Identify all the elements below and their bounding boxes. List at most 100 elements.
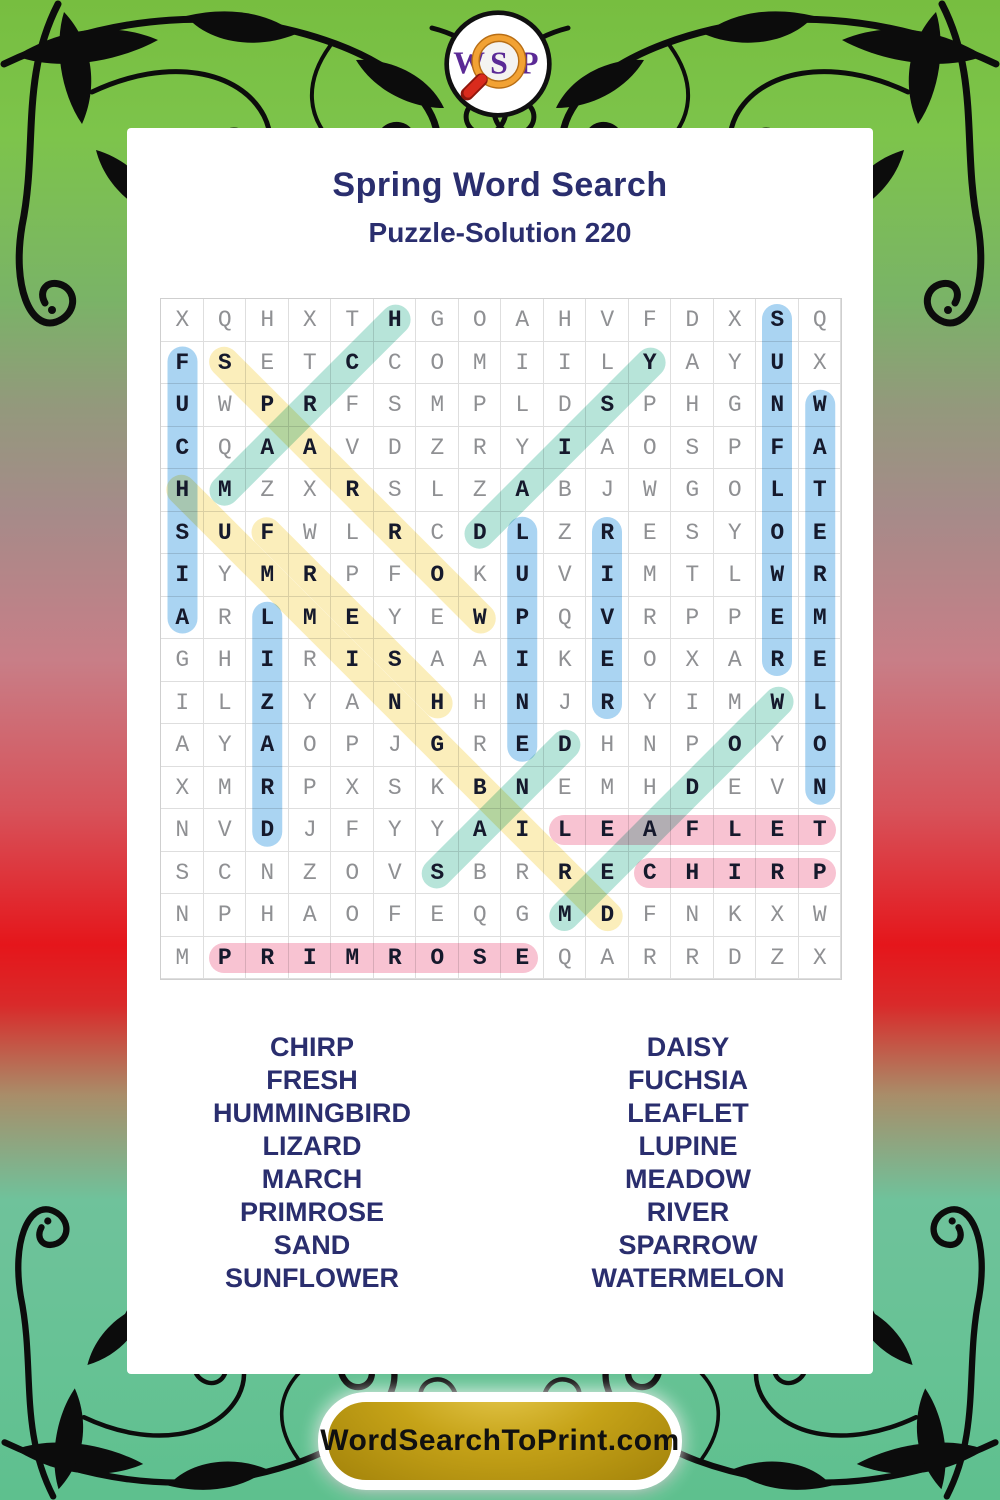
grid-cell: O (472, 307, 487, 334)
grid-cell: P (345, 562, 360, 589)
grid-line-cell (713, 936, 756, 979)
grid-cell: A (302, 902, 317, 929)
grid-cell: H (685, 859, 700, 886)
grid-cell: C (175, 434, 190, 461)
grid-cell: T (302, 349, 317, 376)
grid-line-cell (713, 469, 756, 512)
grid-line-cell (586, 469, 629, 512)
grid-cell: V (217, 817, 232, 844)
grid-cell: S (175, 859, 190, 886)
grid-cell: E (345, 604, 360, 631)
grid-cell: O (430, 349, 445, 376)
grid-line-cell (543, 341, 586, 384)
grid-cell: P (472, 392, 487, 419)
grid-cell: J (600, 477, 615, 504)
grid-cell: H (387, 307, 402, 334)
grid-cell: W (302, 519, 317, 546)
grid-line-cell (288, 299, 331, 342)
grid-cell: I (515, 817, 530, 844)
wordsearchtoprint-button[interactable]: WordSearchToPrint.com (318, 1392, 682, 1490)
grid-cell: M (345, 944, 360, 971)
grid-line-cell (713, 639, 756, 682)
grid-line-cell (246, 894, 289, 937)
grid-cell: M (175, 944, 190, 971)
grid-cell: O (812, 732, 827, 759)
grid-line-cell (628, 639, 671, 682)
grid-cell: W (217, 392, 232, 419)
grid-line-cell (288, 681, 331, 724)
grid-cell: Q (472, 902, 487, 929)
grid-cell: K (557, 647, 572, 674)
grid-cell: S (430, 859, 445, 886)
solution-highlight-chirp (633, 857, 836, 888)
grid-cell: R (302, 647, 317, 674)
grid-line-cell (288, 851, 331, 894)
grid-line-cell (798, 299, 841, 342)
grid-line-cell (543, 299, 586, 342)
grid-cell: V (770, 774, 785, 801)
grid-line-cell (713, 426, 756, 469)
grid-cell: N (515, 774, 530, 801)
grid-cell: I (175, 562, 190, 589)
grid-cell: M (260, 562, 275, 589)
word-list-item: CHIRP (269, 1032, 354, 1062)
grid-cell: O (727, 732, 742, 759)
wordsearchtoprint-button-label: WordSearchToPrint.com (320, 1424, 680, 1457)
grid-cell: E (515, 732, 530, 759)
grid-cell: M (600, 774, 615, 801)
grid-cell: K (727, 902, 742, 929)
grid-cell: Z (260, 689, 275, 716)
grid-cell: V (557, 562, 572, 589)
grid-cell: P (727, 434, 742, 461)
grid-cell: S (387, 392, 402, 419)
grid-cell: A (472, 647, 487, 674)
grid-cell: K (472, 562, 487, 589)
grid-line-cell (543, 766, 586, 809)
grid-cell: Y (217, 562, 232, 589)
grid-line-cell (203, 766, 246, 809)
grid-cell: E (600, 859, 615, 886)
grid-line-cell (501, 384, 544, 427)
grid-cell: E (430, 604, 445, 631)
word-list-item: FRESH (266, 1065, 358, 1095)
grid-cell: V (600, 307, 615, 334)
grid-line-cell (671, 639, 714, 682)
word-list-left: CHIRP FRESH HUMMINGBIRD LIZARD MARCH PRIMROSE… (162, 1031, 462, 1295)
grid-cell: O (770, 519, 785, 546)
grid-line-cell (671, 469, 714, 512)
grid-cell: X (175, 774, 190, 801)
grid-cell: L (260, 604, 275, 631)
grid-line-cell (203, 299, 246, 342)
grid-cell: N (387, 689, 402, 716)
grid-line-cell (586, 766, 629, 809)
grid-cell: E (260, 349, 275, 376)
grid-cell: L (430, 477, 445, 504)
grid-line-cell (543, 681, 586, 724)
grid-cell: E (770, 604, 785, 631)
grid-cell: S (387, 477, 402, 504)
grid-cell: M (642, 562, 657, 589)
grid-cell: E (557, 774, 572, 801)
grid-cell: R (812, 562, 827, 589)
grid-cell: H (472, 689, 487, 716)
grid-cell: G (175, 647, 190, 674)
grid-line-cell (543, 596, 586, 639)
grid-cell: Y (387, 604, 402, 631)
grid-line-cell (416, 894, 459, 937)
magnifier-handle-icon (463, 74, 487, 98)
grid-cell: P (515, 604, 530, 631)
grid-cell: K (430, 774, 445, 801)
grid-cell: P (302, 774, 317, 801)
grid-line-cell (458, 639, 501, 682)
grid-line-cell (501, 341, 544, 384)
grid-line-cell (203, 724, 246, 767)
grid-cell: J (557, 689, 572, 716)
grid-cell: E (600, 647, 615, 674)
grid-line-cell (671, 341, 714, 384)
grid-cell: R (770, 647, 785, 674)
grid-cell: O (642, 647, 657, 674)
grid-cell: N (260, 859, 275, 886)
grid-cell: P (217, 902, 232, 929)
word-list-item: WATERMELON (591, 1263, 785, 1293)
word-list-item: MEADOW (625, 1164, 751, 1194)
